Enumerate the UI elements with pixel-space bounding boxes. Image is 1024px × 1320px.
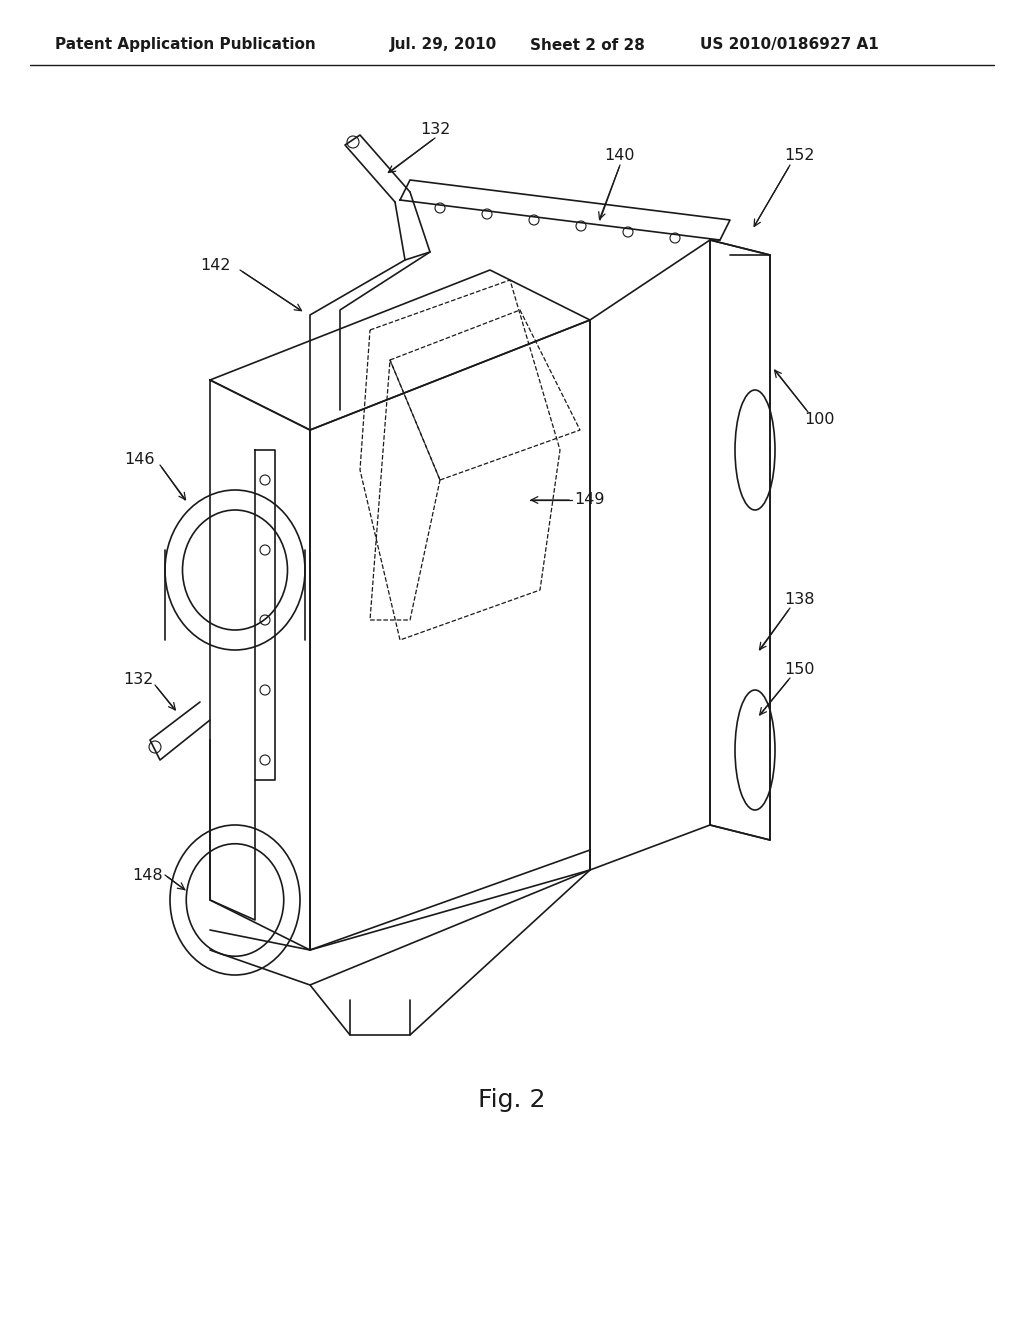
Text: 132: 132 <box>123 672 154 688</box>
Text: Sheet 2 of 28: Sheet 2 of 28 <box>530 37 645 53</box>
Text: 149: 149 <box>574 492 605 507</box>
Text: 148: 148 <box>133 867 163 883</box>
Text: 150: 150 <box>784 663 815 677</box>
Text: 100: 100 <box>805 412 836 428</box>
Text: 132: 132 <box>420 123 451 137</box>
Text: 146: 146 <box>125 453 156 467</box>
Text: Jul. 29, 2010: Jul. 29, 2010 <box>390 37 498 53</box>
Text: Fig. 2: Fig. 2 <box>478 1088 546 1111</box>
Text: US 2010/0186927 A1: US 2010/0186927 A1 <box>700 37 879 53</box>
Text: Patent Application Publication: Patent Application Publication <box>55 37 315 53</box>
Text: 138: 138 <box>784 593 815 607</box>
Text: 142: 142 <box>200 257 230 272</box>
Text: 152: 152 <box>784 148 815 162</box>
Text: 140: 140 <box>605 148 635 162</box>
